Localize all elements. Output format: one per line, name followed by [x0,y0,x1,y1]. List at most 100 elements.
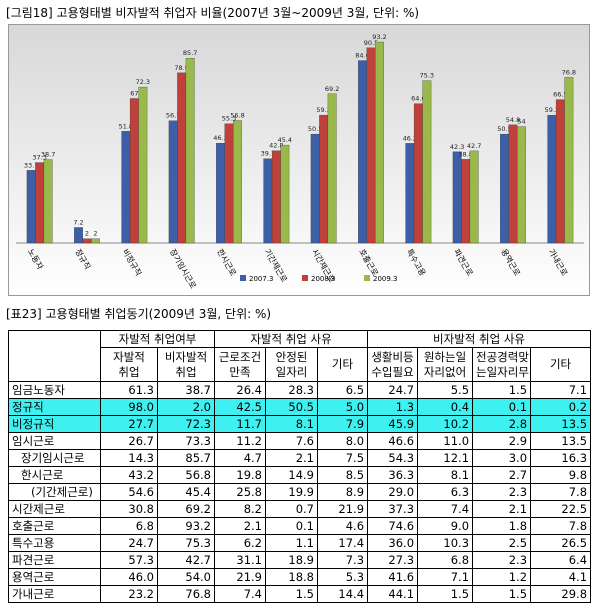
cell: 8.1 [265,415,318,433]
cell: 9.0 [417,517,474,535]
cell: 37.3 [367,500,419,518]
value-label: 42.3 [450,143,464,151]
column-header: 자발적 취업 [100,347,158,382]
bar [177,72,187,244]
bar [168,120,178,244]
bar [263,158,273,244]
bar [185,58,195,244]
cell: 0.2 [530,398,592,416]
column-header-line: 안정된 [275,349,308,364]
cell: 12.1 [417,449,474,467]
cell: 6.8 [417,551,474,569]
cell: 17.4 [316,534,369,552]
cell: 56.8 [157,466,215,484]
cell: 74.6 [367,517,419,535]
cell: 26.4 [214,381,266,399]
bar [43,159,53,244]
column-header-line: 근로조건 [218,349,262,364]
bar [375,41,384,244]
row-label: 호출근로 [8,517,101,535]
value-label: 51.8 [119,122,133,130]
cell: 69.2 [157,500,215,518]
cell: 31.1 [214,551,266,569]
bar [280,144,290,244]
value-label: 42.8 [269,142,283,150]
cell: 2.5 [472,534,532,552]
row-label: 용역근로 [8,568,101,586]
value-label: 46.3 [213,134,227,142]
cell: 11.7 [214,415,266,433]
cell: 4.6 [316,517,369,535]
column-header-line: 자리없어 [423,364,467,379]
cell: 2.9 [472,432,532,450]
value-label: 45.4 [278,136,292,144]
cell: 7.1 [530,381,592,399]
cell: 3.0 [472,449,532,467]
row-label: (기간제근로) [8,483,101,501]
cell: 16.3 [530,449,592,467]
row-label: 가내근로 [8,585,101,603]
cell: 2.3 [472,483,532,501]
cell: 4.1 [530,568,592,586]
column-header: 비자발적 취업 [157,347,215,382]
value-label: 7.2 [73,218,83,226]
table-row: 임시근로 26.7 73.3 11.2 7.6 8.0 46.6 11.0 2.9 13.5 [8,432,592,450]
cell: 2.1 [265,449,318,467]
cell: 5.5 [417,381,474,399]
row-label: 한시근로 [8,466,101,484]
column-header-line: 만족 [229,364,251,379]
cell: 2.8 [472,415,532,433]
cell: 7.8 [530,517,592,535]
cell: 14.9 [265,466,318,484]
cell: 57.3 [100,551,158,569]
cell: 75.3 [157,534,215,552]
value-label: 59.3 [316,106,330,114]
cell: 43.2 [100,466,158,484]
cell: 26.7 [100,432,158,450]
value-label: 38.8 [458,150,472,158]
bar [517,126,526,244]
cell: 11.0 [417,432,474,450]
table-row: (기간제근로) 54.6 45.4 25.8 19.9 8.9 29.0 6.3 2.3 7.8 [8,483,592,501]
bar [469,150,479,244]
bar [91,238,100,244]
bar [327,93,337,244]
cell: 7.1 [417,568,474,586]
bar [508,124,518,244]
cell: 18.9 [265,551,318,569]
cell: 10.2 [417,415,474,433]
cell: 7.9 [316,415,369,433]
bar [319,114,329,244]
table-row: 용역근로 46.0 54.0 21.9 18.8 5.3 41.6 7.1 1.2 4.1 [8,568,592,586]
cell: 8.2 [214,500,266,518]
bar [233,120,242,244]
cell: 10.3 [417,534,474,552]
cell: 29.0 [367,483,419,501]
value-label: 55.3 [222,115,236,123]
bar [35,162,45,244]
column-header-line: 원하는일 [423,349,467,364]
cell: 8.1 [417,466,474,484]
group-header: 자발적 취업여부 [100,330,215,348]
cell: 29.8 [530,585,592,603]
cell: 28.3 [265,381,318,399]
column-header: 기타 [316,347,369,382]
cell: 7.4 [214,585,266,603]
bar [358,60,367,244]
cell: 44.1 [367,585,419,603]
row-label: 특수고용 [8,534,101,552]
value-label: 2 [93,230,97,238]
column-header: 근로조건 만족 [214,347,266,382]
value-label: 84.6 [355,52,369,60]
cell: 36.3 [367,466,419,484]
cell: 1.1 [265,534,318,552]
header-row: 자발적 취업여부 자발적 취업 사유 비자발적 취업 사유 [8,330,592,382]
row-label: 시간제근로 [8,500,101,518]
cell: 6.3 [417,483,474,501]
cell: 24.7 [367,381,419,399]
row-label: 정규직 [8,398,101,416]
row-label: 임시근로 [8,432,101,450]
cell: 24.7 [100,534,158,552]
cell: 6.2 [214,534,266,552]
bar [26,170,36,244]
